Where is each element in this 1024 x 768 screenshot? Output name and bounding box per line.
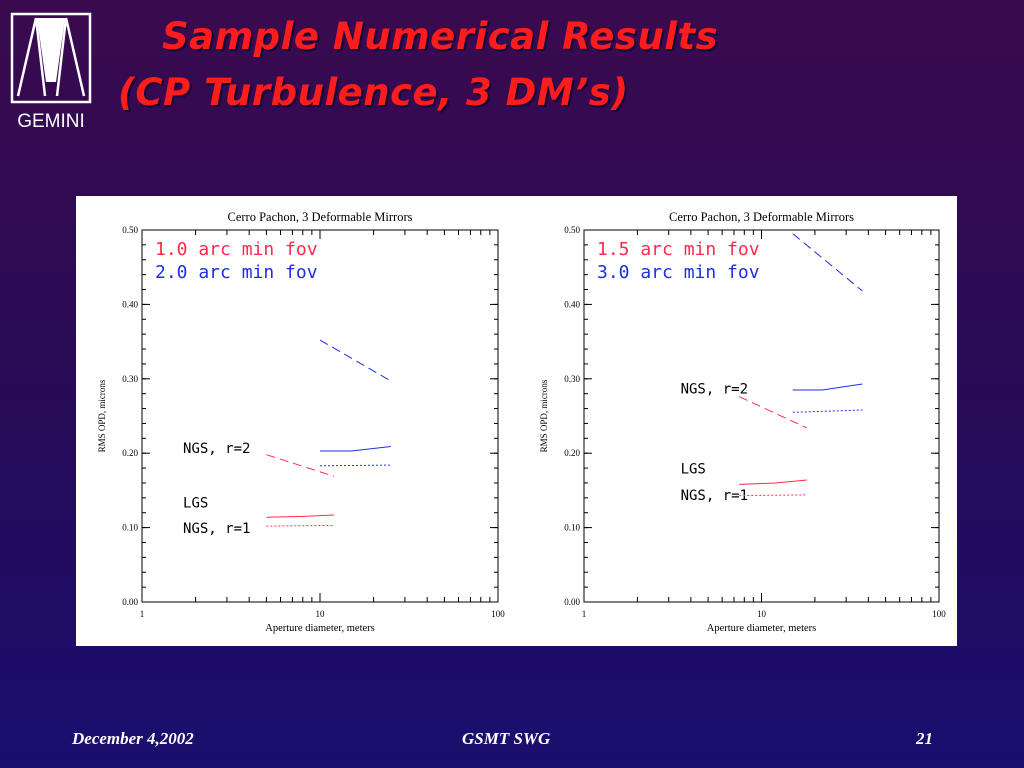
footer-page-number: 21 <box>916 729 933 748</box>
chart-1-annotation: NGS, r=2 <box>183 441 250 457</box>
chart-1-legend-entry: 1.0 arc min fov <box>155 239 318 260</box>
chart-1-ytick-label: 0.00 <box>122 597 138 607</box>
chart-1-legend-entry: 2.0 arc min fov <box>155 262 318 283</box>
chart-2-series-line-red-solid <box>739 479 807 485</box>
chart-2-title: Cerro Pachon, 3 Deformable Mirrors <box>669 210 854 224</box>
chart-2-series-line-blue-dashed <box>792 233 863 292</box>
chart-2-legend-entry: 1.5 arc min fov <box>597 239 760 260</box>
chart-2-plot-frame <box>583 229 940 603</box>
chart-1-plot-frame <box>141 229 499 603</box>
chart-2-y-axis-label: RMS OPD, microns <box>539 379 549 452</box>
chart-1-ytick-label: 0.20 <box>122 448 138 458</box>
chart-2-ytick-label: 0.40 <box>564 299 580 309</box>
chart-1-series-line-blue-dashed <box>319 339 392 382</box>
chart-1-annotation: NGS, r=1 <box>183 521 250 537</box>
chart-1-series-line-blue-dotted <box>319 464 391 467</box>
chart-2-series-line-blue-solid <box>792 383 863 391</box>
chart-1-ytick-label: 0.30 <box>122 374 138 384</box>
chart-2-annotation: NGS, r=2 <box>681 382 748 398</box>
chart-1-series-line-blue-solid <box>320 446 391 452</box>
gemini-logo: GEMINI <box>10 12 92 132</box>
chart-2-series-line-red-dashed <box>739 396 808 429</box>
logo-wordmark: GEMINI <box>17 111 85 132</box>
chart-1-series-line-red-solid <box>266 514 335 518</box>
chart-2-annotation: NGS, r=1 <box>681 488 748 504</box>
chart-1-x-axis-label: Aperture diameter, meters <box>265 623 375 634</box>
charts-canvas: Cerro Pachon, 3 Deformable Mirrors 0.00 0.… <box>97 210 946 634</box>
footer-date: December 4,2002 <box>72 729 194 748</box>
slide-title-line-2: (CP Turbulence, 3 DM’s) <box>118 71 629 114</box>
chart-1-annotation: LGS <box>183 496 208 512</box>
chart-1-xtick-label: 100 <box>491 609 505 619</box>
chart-1-ytick-label: 0.40 <box>122 299 138 309</box>
chart-2-ytick-label: 0.00 <box>564 597 580 607</box>
chart-2-series-line-red-dotted <box>739 494 807 497</box>
chart-1-ytick-label: 0.10 <box>122 523 138 533</box>
results-figure: Cerro Pachon, 3 Deformable Mirrors 0.00 0.… <box>76 196 957 646</box>
chart-2-ytick-label: 0.10 <box>564 523 580 533</box>
chart-1-xtick-label: 10 <box>316 609 326 619</box>
chart-2-x-axis-label: Aperture diameter, meters <box>707 623 817 634</box>
chart-2-ytick-label: 0.30 <box>564 374 580 384</box>
chart-2-series-line-blue-dotted <box>792 409 863 413</box>
chart-1-group: Cerro Pachon, 3 Deformable Mirrors 0.00 0.… <box>97 210 505 634</box>
chart-2-ytick-label: 0.20 <box>564 448 580 458</box>
chart-1-ytick-label: 0.50 <box>122 225 138 235</box>
slide-title-line-1: Sample Numerical Results <box>162 15 719 58</box>
chart-2-ytick-label: 0.50 <box>564 225 580 235</box>
chart-2-legend-entry: 3.0 arc min fov <box>597 262 760 283</box>
chart-1-y-axis-label: RMS OPD, microns <box>97 379 107 452</box>
chart-1-series-line-red-dotted <box>266 524 335 527</box>
chart-1-xtick-label: 1 <box>140 609 145 619</box>
chart-2-xtick-label: 1 <box>582 609 587 619</box>
chart-2-xtick-label: 100 <box>932 609 946 619</box>
chart-2-group: Cerro Pachon, 3 Deformable Mirrors 0.00 0.… <box>539 210 946 634</box>
chart-2-annotation: LGS <box>681 461 706 477</box>
chart-1-title: Cerro Pachon, 3 Deformable Mirrors <box>227 210 412 224</box>
chart-2-xtick-label: 10 <box>757 609 767 619</box>
chart-1-series-line-red-dashed <box>266 454 335 477</box>
footer-center-text: GSMT SWG <box>462 729 551 748</box>
